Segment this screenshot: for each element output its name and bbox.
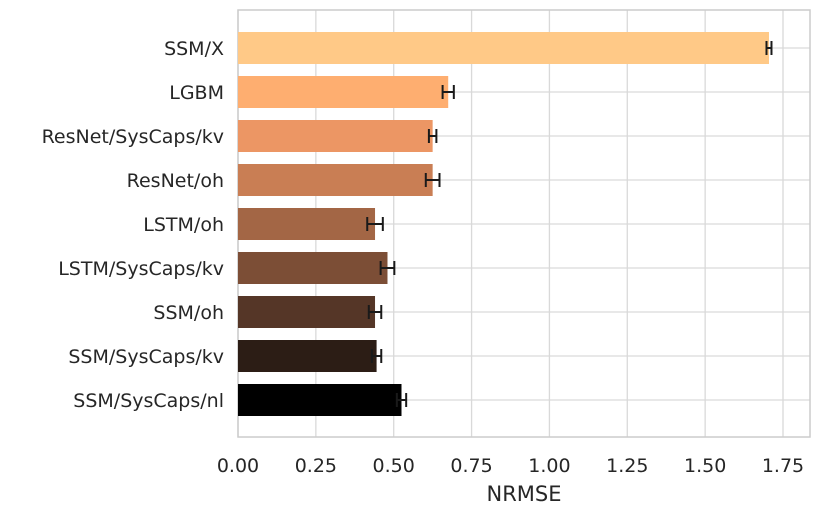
x-axis-label: NRMSE <box>486 482 561 506</box>
x-tick-label: 0.50 <box>373 455 415 477</box>
bar <box>238 164 433 196</box>
error-bar <box>395 393 408 407</box>
bar <box>238 32 769 64</box>
y-tick-label: SSM/X <box>164 38 224 60</box>
y-tick-label: SSM/SysCaps/nl <box>73 390 224 412</box>
y-tick-label: LSTM/SysCaps/kv <box>58 258 224 280</box>
bar <box>238 340 377 372</box>
x-tick-labels: 0.00 0.25 0.50 0.75 1.00 1.25 1.50 1.75 <box>217 455 804 477</box>
x-tick-label: 1.00 <box>528 455 570 477</box>
error-bar <box>427 129 438 143</box>
x-tick-label: 1.25 <box>606 455 648 477</box>
y-tick-label: ResNet/oh <box>127 170 224 192</box>
bar <box>238 296 376 328</box>
y-tick-labels: SSM/X LGBM ResNet/SysCaps/kv ResNet/oh LSTM/… <box>42 38 224 412</box>
bars <box>238 32 773 416</box>
y-tick-label: LGBM <box>169 82 224 104</box>
error-bar <box>366 217 384 231</box>
x-tick-label: 0.75 <box>450 455 492 477</box>
error-bar <box>424 173 441 187</box>
error-bar <box>370 349 383 363</box>
x-tick-label: 0.00 <box>217 455 259 477</box>
bar <box>238 76 449 108</box>
error-bar <box>379 261 396 275</box>
y-tick-label: SSM/SysCaps/kv <box>68 346 224 368</box>
error-bar <box>367 305 383 319</box>
y-tick-label: LSTM/oh <box>143 214 224 236</box>
y-tick-label: SSM/oh <box>153 302 224 324</box>
x-tick-label: 0.25 <box>295 455 337 477</box>
x-tick-label: 1.50 <box>684 455 726 477</box>
bar <box>238 120 433 152</box>
x-tick-label: 1.75 <box>762 455 804 477</box>
y-tick-label: ResNet/SysCaps/kv <box>42 126 224 148</box>
error-bar <box>765 41 773 55</box>
bar <box>238 384 402 416</box>
bar <box>238 208 376 240</box>
error-bar <box>441 85 455 99</box>
bar <box>238 252 388 284</box>
